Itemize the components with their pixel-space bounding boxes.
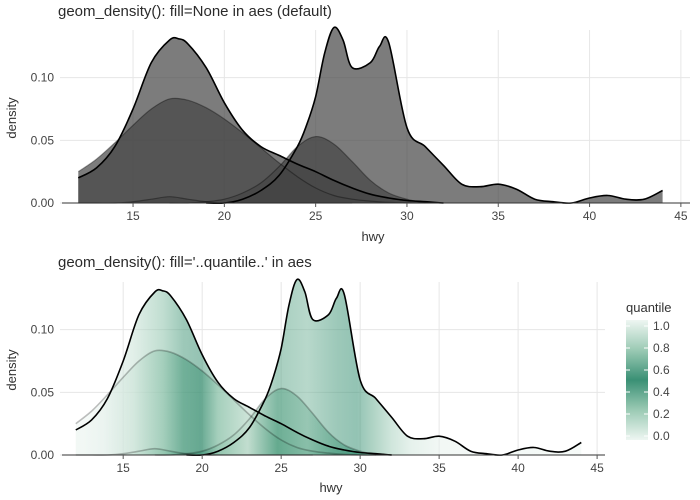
x-tick-label: 40	[511, 461, 525, 475]
x-tick-label: 45	[590, 461, 604, 475]
top-chart-title: geom_density(): fill=None in aes (defaul…	[58, 3, 332, 20]
quantile-legend: quantile 1.0 0.8 0.6 0.4 0.2 0.0	[626, 300, 672, 443]
density-area	[206, 27, 663, 204]
density-area	[78, 98, 444, 204]
legend-colorbar	[626, 320, 648, 440]
legend-tick-label: 0.6	[653, 363, 670, 377]
x-tick-label: 30	[353, 461, 367, 475]
y-tick-label: 0.00	[31, 448, 55, 462]
density-area	[75, 350, 392, 456]
legend-tick-label: 0.8	[653, 341, 670, 355]
x-tick-label: 25	[309, 209, 323, 223]
top-y-axis-label: density	[4, 97, 19, 139]
x-tick-label: 40	[583, 209, 597, 223]
x-tick-label: 20	[218, 209, 232, 223]
density-line	[75, 349, 392, 456]
density-line	[77, 97, 444, 204]
y-tick-label: 0.10	[31, 71, 55, 85]
y-tick-label: 0.00	[31, 196, 55, 210]
top-density-chart: geom_density(): fill=None in aes (defaul…	[4, 3, 690, 244]
legend-tick-label: 0.4	[653, 385, 670, 399]
bottom-chart-title: geom_density(): fill='..quantile..' in a…	[58, 254, 312, 271]
x-tick-label: 45	[674, 209, 688, 223]
x-tick-label: 15	[117, 461, 131, 475]
legend-tick-label: 0.0	[653, 429, 670, 443]
legend-tick-label: 1.0	[653, 319, 670, 333]
x-tick-label: 30	[400, 209, 414, 223]
x-tick-label: 35	[492, 209, 506, 223]
top-x-axis-label: hwy	[361, 229, 385, 244]
density-line	[77, 36, 444, 204]
bottom-x-axis-label: hwy	[319, 480, 343, 495]
bottom-y-axis-label: density	[4, 349, 19, 391]
density-line	[75, 288, 392, 456]
y-tick-label: 0.10	[31, 323, 55, 337]
bottom-density-chart: geom_density(): fill='..quantile..' in a…	[4, 254, 605, 495]
legend-title: quantile	[626, 300, 672, 315]
legend-tick-label: 0.2	[653, 407, 670, 421]
density-area	[186, 279, 582, 456]
x-tick-label: 20	[195, 461, 209, 475]
x-tick-label: 35	[432, 461, 446, 475]
y-tick-label: 0.05	[31, 133, 55, 147]
x-tick-label: 25	[274, 461, 288, 475]
y-tick-label: 0.05	[31, 385, 55, 399]
x-tick-label: 15	[126, 209, 140, 223]
